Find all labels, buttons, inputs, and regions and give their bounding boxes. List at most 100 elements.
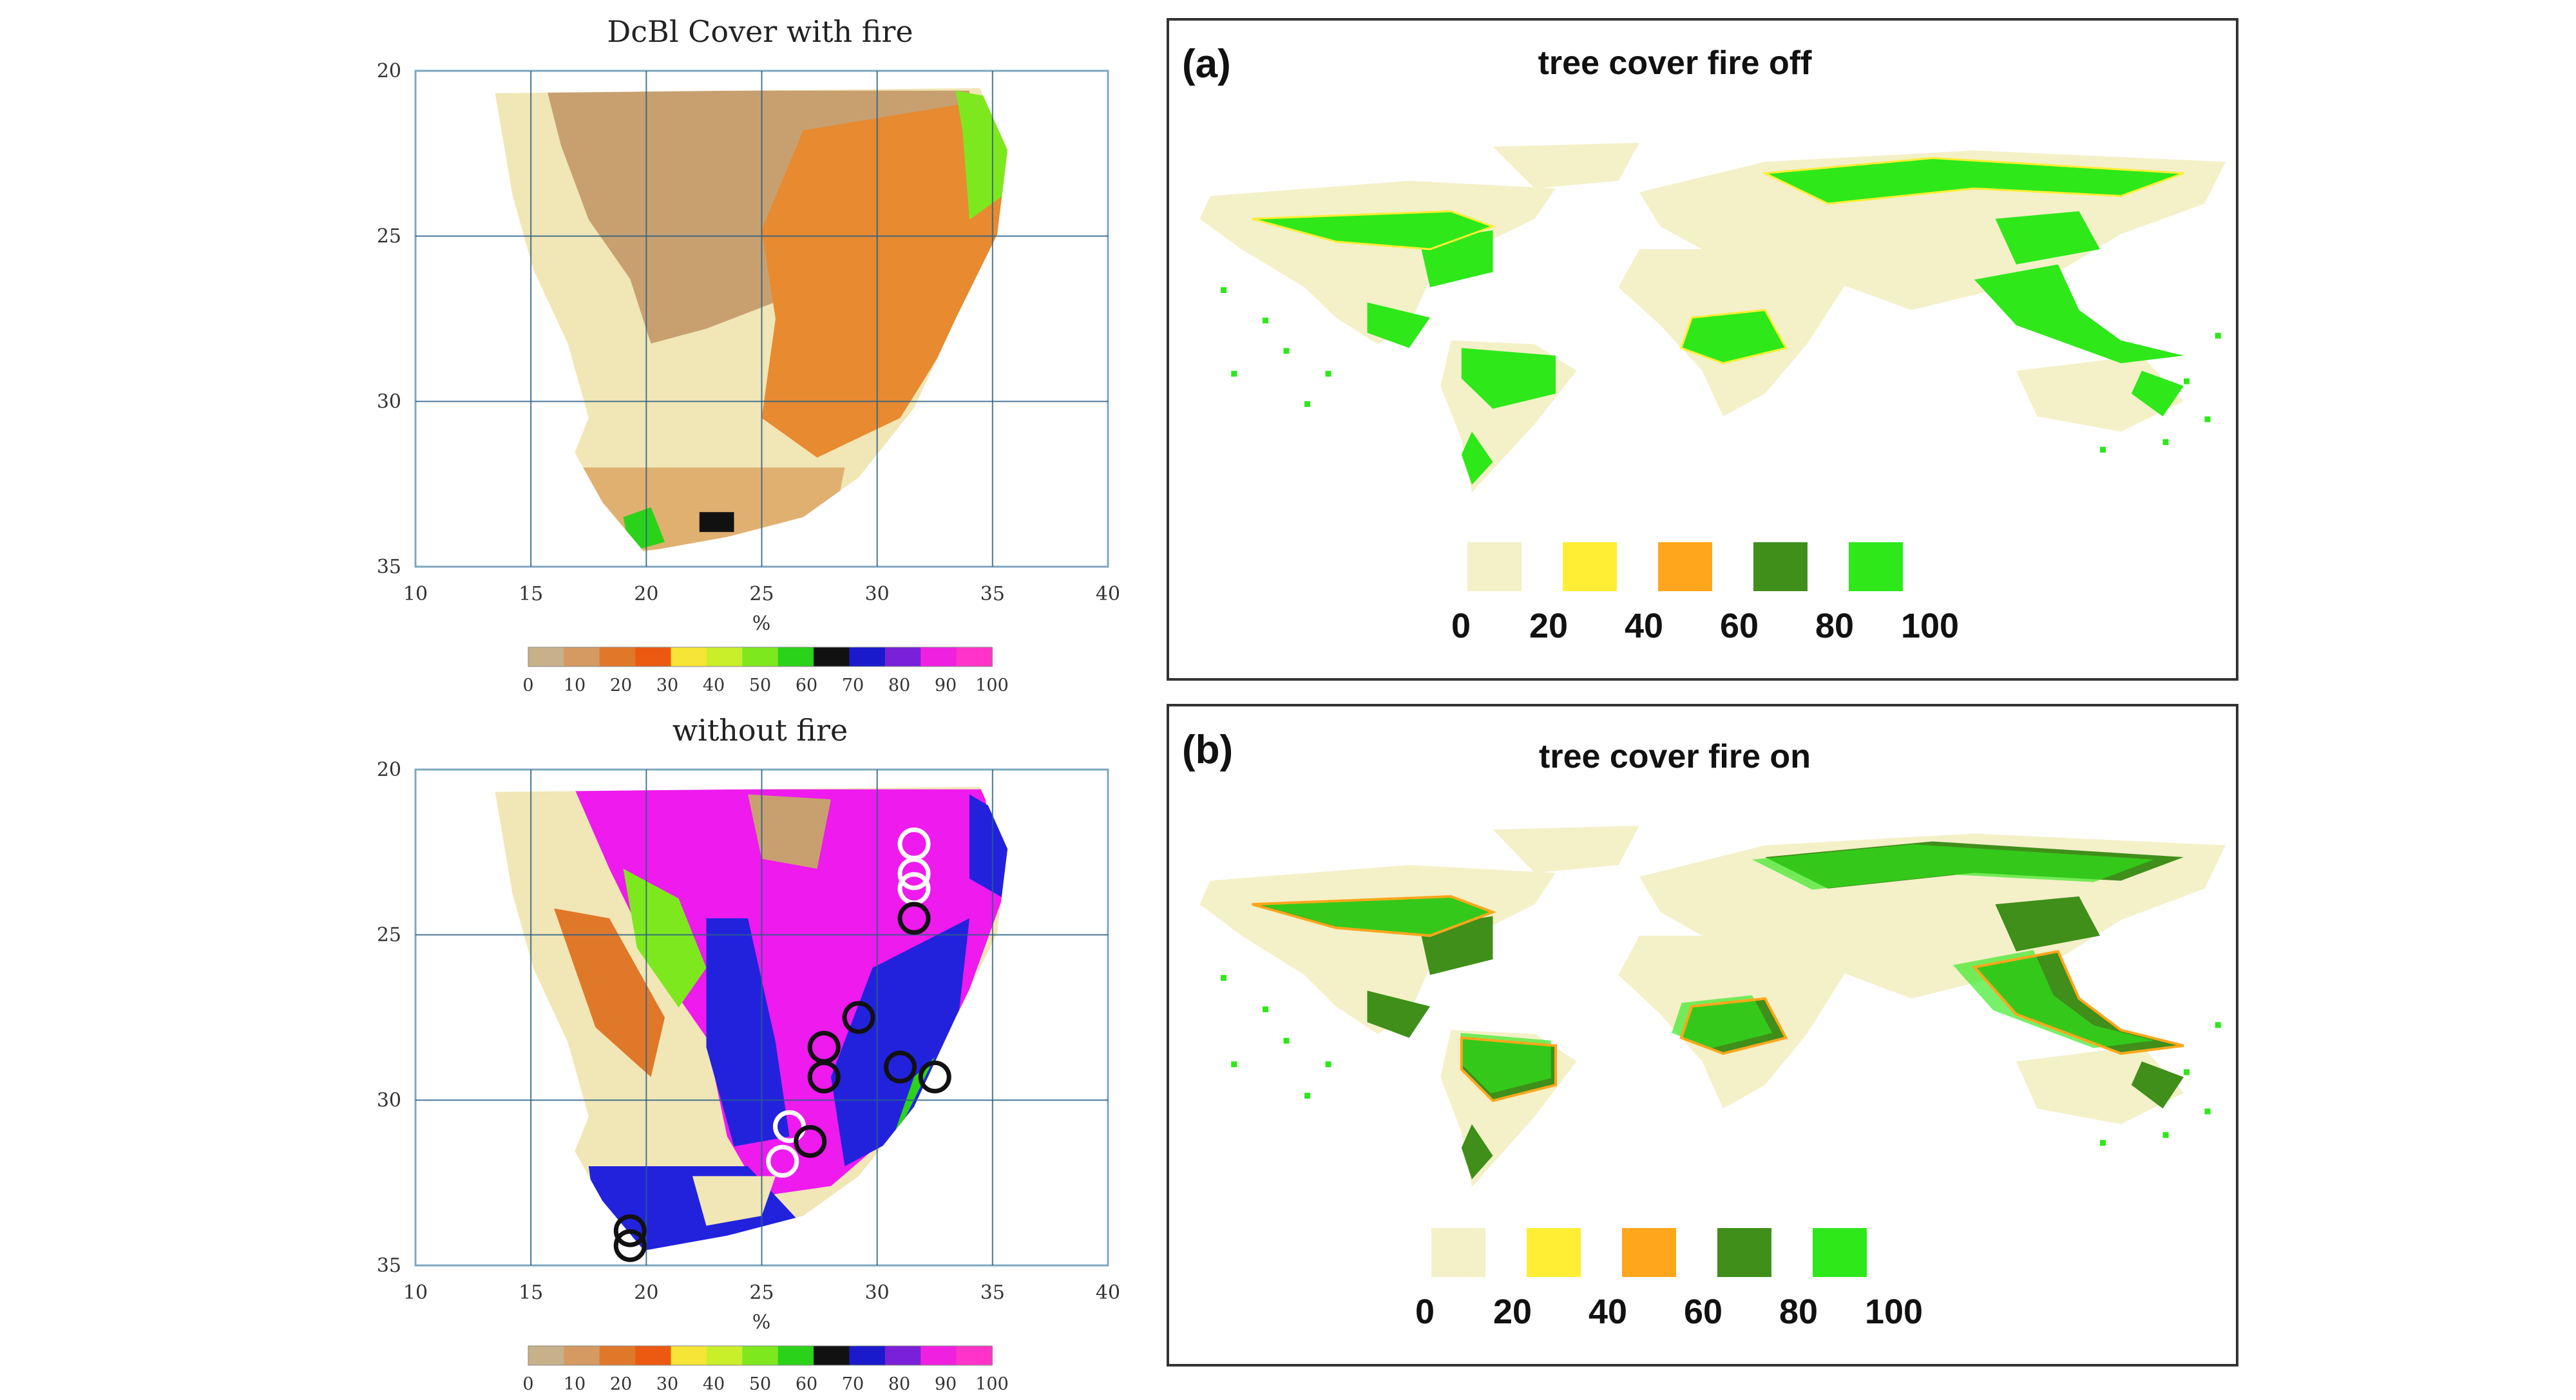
island-marker [2162, 439, 2169, 445]
legend-label: 100 [1865, 1292, 1923, 1331]
island-marker [1283, 348, 1290, 354]
y-tick-label: 35 [377, 556, 401, 578]
savanna-fringe-boreal [1252, 894, 1497, 938]
colorbar [528, 647, 993, 667]
colorbar-segment [921, 1346, 957, 1365]
island-marker [2162, 1132, 2169, 1138]
colorbar-segment [706, 1346, 743, 1365]
island-marker [2100, 446, 2106, 453]
legend-swatch [1753, 542, 1808, 591]
legend-label: 0 [1451, 607, 1471, 645]
panel-title: DcBl Cover with fire [607, 14, 913, 49]
site-marker-ring [794, 1125, 827, 1158]
x-tick-label: 15 [519, 1282, 543, 1304]
legend-swatches [1467, 542, 1903, 591]
colorbar-tick-label: 100 [975, 676, 1009, 695]
colorbar [528, 1345, 993, 1366]
legend-swatch [1717, 1228, 1771, 1277]
island-marker [1221, 287, 1226, 293]
world-tree-cover-map [1199, 142, 2226, 493]
colorbar-tick-label: 90 [935, 1374, 957, 1394]
forest-congo [1681, 310, 1786, 363]
legend-swatch [1527, 1228, 1581, 1277]
colorbar-segment [778, 1346, 815, 1365]
legend-label: 80 [1815, 607, 1854, 645]
island-marker [1221, 975, 1226, 981]
mid-cover-region [761, 100, 1008, 458]
colorbar-segment [671, 647, 707, 667]
colorbar-segment [814, 647, 850, 667]
site-marker-ring [897, 902, 931, 935]
panel-label: (a) [1182, 42, 1231, 86]
forest-core-siberia [1751, 844, 2154, 890]
colorbar-tick-labels: 0 10 20 30 40 50 60 70 80 90 100 [522, 676, 1008, 695]
colorbar-frame [528, 647, 993, 667]
site-marker-ring [842, 1001, 875, 1034]
colorbar-tick-label: 100 [975, 1374, 1009, 1394]
island-marker [1263, 1006, 1268, 1012]
colorbar-segment [635, 1346, 672, 1365]
colorbar-tick-label: 20 [610, 676, 632, 695]
forest-core-congo [1672, 995, 1773, 1048]
colorbar-segment [528, 1346, 565, 1365]
forest-core-seAsia [1952, 950, 2154, 1048]
blue-band-east [831, 918, 969, 1166]
island-marker [1263, 317, 1268, 324]
colorbar-tick-label: 80 [888, 1374, 910, 1394]
colorbar-tick-label: 10 [564, 676, 586, 695]
x-tick-label: 40 [1096, 583, 1120, 605]
x-tick-label: 25 [749, 583, 774, 605]
colorbar-segment [528, 647, 565, 667]
colorbar-tick-label: 60 [796, 676, 817, 695]
y-tick-label: 25 [377, 225, 401, 248]
legend-label: 80 [1779, 1292, 1818, 1331]
panel-label: (b) [1182, 728, 1233, 772]
island-marker [2215, 332, 2221, 339]
x-tick-label: 10 [403, 1282, 428, 1304]
colorbar-tick-label: 70 [842, 1374, 864, 1394]
colorbar-tick-label: 0 [522, 1374, 533, 1394]
x-unit-label: % [752, 612, 771, 635]
x-tick-label: 30 [865, 1282, 890, 1304]
y-tick-labels: 20 25 30 35 [377, 759, 401, 1277]
island-marker [1304, 1093, 1310, 1099]
legend-swatch [1813, 1228, 1867, 1277]
colorbar-segment [564, 1346, 600, 1365]
legend-swatch [1467, 542, 1522, 591]
map-panel-with-fire: DcBl Cover with fire 10 15 20 25 30 35 40 20 25… [377, 14, 1120, 695]
colorbar-segment [956, 647, 993, 667]
island-marker [1325, 370, 1331, 377]
legend-labels: 0 20 40 60 80 100 [1451, 607, 1959, 645]
cape-region [568, 468, 845, 552]
panel-title: without fire [673, 713, 848, 748]
y-tick-label: 30 [377, 1089, 401, 1111]
colorbar-segment [742, 647, 779, 667]
x-tick-label: 40 [1096, 1282, 1120, 1304]
legend-label: 0 [1415, 1292, 1435, 1331]
panel-title: tree cover fire off [1538, 44, 1812, 82]
colorbar-tick-label: 70 [842, 676, 864, 695]
x-tick-label: 35 [980, 1282, 1005, 1304]
x-tick-label: 30 [865, 583, 890, 605]
y-tick-label: 30 [377, 390, 401, 413]
colorbar-segment [814, 1346, 850, 1365]
colorbar-tick-label: 20 [610, 1374, 632, 1394]
island-marker [2184, 378, 2190, 384]
blue-band [706, 918, 790, 1147]
colorbar-tick-label: 60 [796, 1374, 817, 1394]
forest-central [1367, 302, 1430, 348]
x-tick-label: 35 [980, 583, 1005, 605]
forest-central [1367, 990, 1430, 1038]
colorbar-tick-label: 50 [749, 676, 771, 695]
continent-greenland [1493, 826, 1639, 873]
colorbar-segment [564, 647, 600, 667]
colorbar-segment [671, 1346, 707, 1365]
legend-labels: 0 20 40 60 80 100 [1415, 1292, 1923, 1331]
forest-eastUS [1419, 230, 1493, 287]
forest-china [1995, 896, 2100, 952]
colorbar-segment [599, 1346, 636, 1365]
legend-label: 60 [1720, 607, 1759, 645]
legend-label: 60 [1684, 1292, 1722, 1331]
legend-swatch [1658, 542, 1712, 591]
island-marker [2204, 416, 2211, 422]
